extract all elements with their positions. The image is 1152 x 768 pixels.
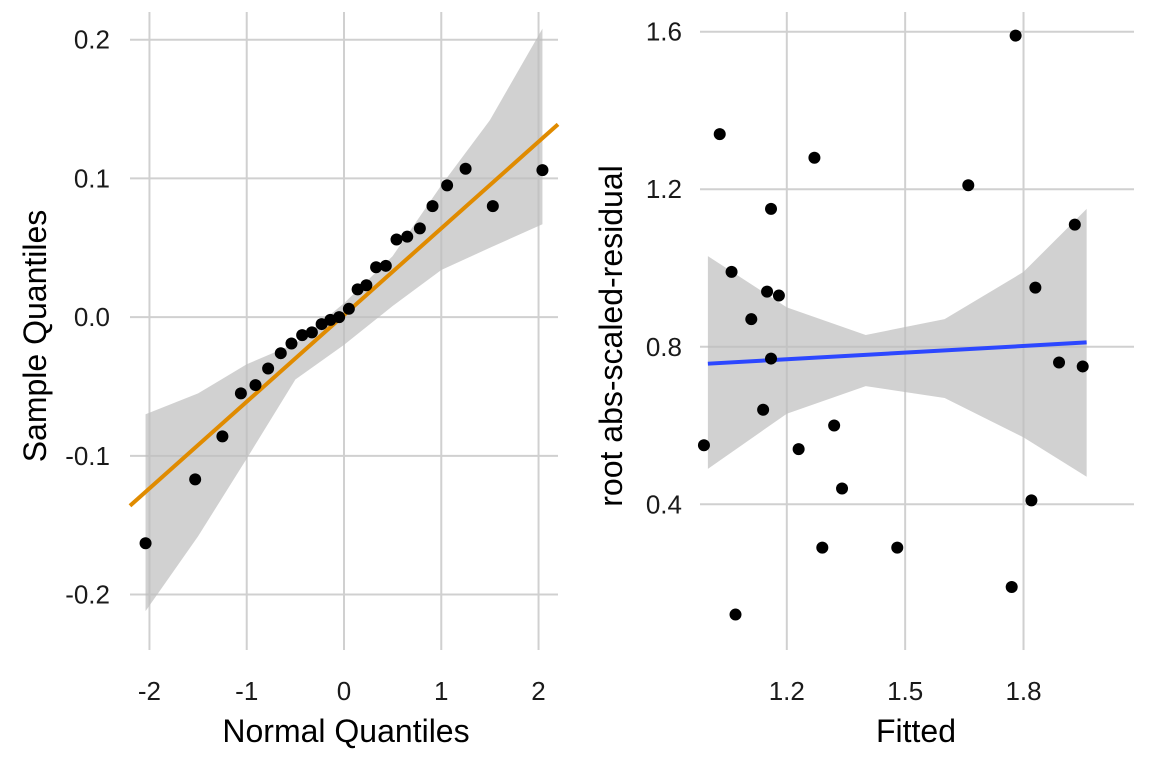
qq-plot-data-point xyxy=(486,200,499,213)
scale-location-data-point xyxy=(1029,281,1042,294)
qq-plot-x-tick-label: -1 xyxy=(235,676,258,706)
scale-location-points xyxy=(697,29,1089,621)
qq-plot-data-point xyxy=(285,337,298,350)
qq-plot-data-point xyxy=(305,326,318,339)
qq-plot-data-point xyxy=(234,387,247,400)
scale-location-data-point xyxy=(792,443,805,456)
scale-location-data-point xyxy=(891,541,904,554)
qq-plot-x-axis-title: Normal Quantiles xyxy=(222,713,469,749)
scale-location-data-point xyxy=(1053,356,1066,369)
scale-location-data-point xyxy=(729,608,742,621)
qq-plot-data-point xyxy=(413,222,426,235)
scale-location-data-point xyxy=(836,482,849,495)
scale-location-data-point xyxy=(765,352,778,365)
scale-location-panel: 1.2 1.5 1.8 1.6 1.2 0.8 0.4 Fitted root abs-s… xyxy=(593,12,1134,749)
qq-plot-y-tick-label: -0.2 xyxy=(65,580,110,610)
scale-location-data-point xyxy=(745,313,758,326)
scale-location-x-tick-labels: 1.2 1.5 1.8 xyxy=(769,676,1042,706)
qq-plot-panel: -2 -1 0 1 2 0.2 0.1 0.0 -0.1 -0.2 Normal Quantil… xyxy=(17,12,560,749)
qq-plot-y-tick-label: -0.1 xyxy=(65,441,110,471)
qq-plot-x-tick-label: 0 xyxy=(337,676,351,706)
qq-plot-data-point xyxy=(216,430,229,443)
scale-location-data-point xyxy=(1076,360,1089,373)
scale-location-y-axis-title: root abs-scaled-residual xyxy=(593,165,629,507)
scale-location-data-point xyxy=(1068,218,1081,231)
qq-plot-y-tick-label: 0.2 xyxy=(74,25,110,55)
qq-plot-data-point xyxy=(360,279,373,292)
scale-location-data-point xyxy=(725,265,738,278)
scale-location-data-point xyxy=(808,151,821,164)
qq-plot-data-point xyxy=(426,200,439,213)
scale-location-data-point xyxy=(761,285,774,298)
scale-location-confidence-band-area xyxy=(707,208,1087,477)
qq-plot-data-point xyxy=(370,261,383,274)
qq-plot-data-point xyxy=(342,302,355,315)
scale-location-data-point xyxy=(1009,29,1022,42)
scale-location-confidence-band xyxy=(707,208,1087,477)
qq-plot-data-point xyxy=(262,362,275,375)
scale-location-y-tick-label: 0.4 xyxy=(646,489,682,519)
qq-plot-y-tick-label: 0.1 xyxy=(74,163,110,193)
scale-location-data-point xyxy=(713,128,726,141)
scale-location-y-tick-label: 1.6 xyxy=(646,17,682,47)
qq-plot-data-point xyxy=(536,164,549,177)
qq-plot-x-tick-label: 2 xyxy=(531,676,545,706)
scale-location-y-tick-label: 0.8 xyxy=(646,332,682,362)
qq-plot-data-point xyxy=(333,311,346,324)
scale-location-data-point xyxy=(772,289,785,302)
qq-plot-x-tick-label: 1 xyxy=(434,676,448,706)
qq-plot-y-axis-title: Sample Quantiles xyxy=(17,210,53,463)
qq-plot-data-point xyxy=(189,473,202,486)
scale-location-data-point xyxy=(962,179,975,192)
scale-location-data-point xyxy=(697,439,710,452)
scale-location-y-tick-label: 1.2 xyxy=(646,174,682,204)
scale-location-x-tick-label: 1.5 xyxy=(887,676,923,706)
qq-plot-y-tick-labels: 0.2 0.1 0.0 -0.1 -0.2 xyxy=(65,25,110,610)
qq-plot-data-point xyxy=(274,347,287,360)
qq-plot-data-point xyxy=(379,259,392,272)
qq-plot-data-point xyxy=(249,379,262,392)
scale-location-data-point xyxy=(757,403,770,416)
scale-location-data-point xyxy=(828,419,841,432)
scale-location-y-tick-labels: 1.6 1.2 0.8 0.4 xyxy=(646,17,682,520)
scale-location-data-point xyxy=(1025,494,1038,507)
qq-plot-x-tick-labels: -2 -1 0 1 2 xyxy=(138,676,546,706)
qq-plot-data-point xyxy=(296,329,309,342)
qq-plot-data-point xyxy=(390,233,403,246)
qq-plot-x-tick-label: -2 xyxy=(138,676,161,706)
scale-location-data-point xyxy=(816,541,829,554)
scale-location-data-point xyxy=(765,202,778,215)
scale-location-x-tick-label: 1.8 xyxy=(1005,676,1041,706)
qq-plot-data-point xyxy=(459,162,472,175)
qq-plot-points xyxy=(139,162,549,550)
scale-location-data-point xyxy=(1005,580,1018,593)
qq-plot-data-point xyxy=(441,179,454,192)
scale-location-x-tick-label: 1.2 xyxy=(769,676,805,706)
qq-plot-y-tick-label: 0.0 xyxy=(74,302,110,332)
qq-plot-data-point xyxy=(139,537,152,550)
scale-location-x-axis-title: Fitted xyxy=(876,713,956,749)
qq-plot-data-point xyxy=(401,230,414,243)
